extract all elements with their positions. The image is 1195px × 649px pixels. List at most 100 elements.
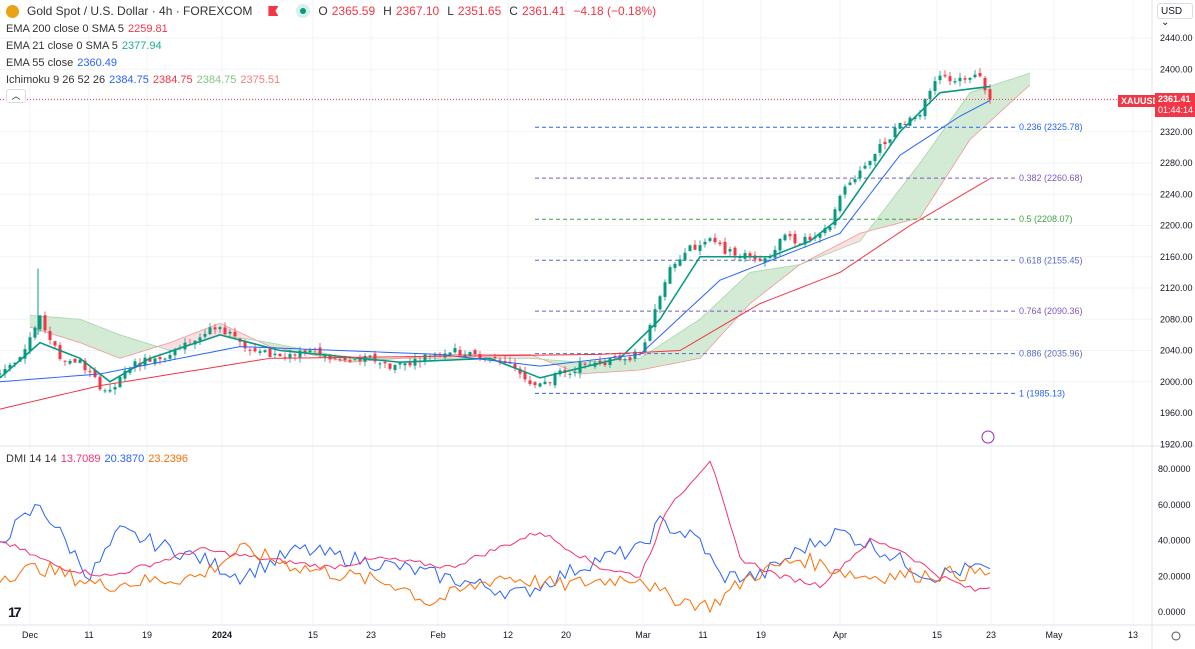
candle: [773, 249, 777, 258]
ichimoku-legend[interactable]: Ichimoku 9 26 52 26 2384.75 2384.75 2384.75…: [6, 74, 284, 86]
ichimoku-cloud: [60, 317, 65, 338]
candle: [838, 195, 842, 212]
candle: [933, 81, 937, 92]
ichimoku-cloud: [895, 189, 900, 225]
dmi-axis-label: 40.0000: [1158, 536, 1191, 546]
ichimoku-cloud: [760, 270, 765, 296]
ichimoku-cloud: [785, 266, 790, 277]
candle: [623, 359, 627, 361]
candle: [368, 355, 372, 357]
candle: [158, 357, 162, 360]
ichimoku-cloud: [820, 251, 825, 257]
price-axis-label: 2120.00: [1160, 283, 1193, 293]
candle: [878, 144, 882, 153]
candle: [723, 241, 727, 254]
candle: [953, 81, 957, 83]
candle: [543, 381, 547, 385]
candle: [968, 77, 972, 80]
dmi-axis-label: 60.0000: [1158, 500, 1191, 510]
candle: [843, 186, 847, 195]
candle: [973, 74, 977, 78]
candle: [263, 350, 267, 353]
price-axis-label: 1920.00: [1160, 439, 1193, 449]
ichimoku-cloud: [75, 318, 80, 343]
ichimoku-cloud: [105, 329, 110, 355]
ichimoku-lagging: 2384.75: [196, 74, 237, 86]
flag-icon[interactable]: [268, 6, 279, 16]
ichimoku-cloud: [910, 169, 915, 221]
low-value: 2351.65: [457, 4, 502, 18]
candle: [13, 362, 17, 365]
candle: [903, 124, 907, 126]
ema200-legend[interactable]: EMA 200 close 0 SMA 5 2259.81: [6, 23, 172, 35]
ema200-value: 2259.81: [128, 23, 168, 35]
close-value: 2361.41: [521, 4, 566, 18]
time-axis-label: 19: [142, 630, 152, 640]
gold-logo-icon: [6, 4, 19, 18]
last-price: 2361.41: [1158, 94, 1191, 104]
dmi-label: DMI 14 14: [6, 453, 57, 465]
candle: [433, 354, 437, 356]
ichimoku-cloud: [630, 358, 635, 371]
candle: [58, 345, 62, 360]
candle: [393, 364, 397, 371]
candle: [528, 380, 532, 384]
time-axis-label: 20: [561, 630, 571, 640]
symbol-title[interactable]: Gold Spot / U.S. Dollar · 4h · FOREXCOM: [27, 4, 253, 18]
candle: [303, 350, 307, 354]
candle: [708, 238, 712, 241]
settings-gear-icon[interactable]: [1171, 631, 1181, 641]
ema21-label: EMA 21 close 0 SMA 5: [6, 40, 118, 52]
candle: [323, 354, 327, 357]
candle: [53, 341, 57, 346]
candle: [698, 245, 702, 251]
time-axis-label: 15: [308, 630, 318, 640]
open-label: O: [318, 4, 328, 18]
ema55-line: [0, 100, 991, 383]
ichimoku-cloud: [920, 155, 925, 218]
fib-level-label: 0.382 (2260.68): [1019, 173, 1083, 183]
candle: [308, 350, 312, 353]
candle: [858, 170, 862, 179]
lightning-event-icon[interactable]: [981, 430, 995, 444]
time-axis-label: 2024: [212, 630, 232, 640]
candle: [498, 359, 502, 361]
ema21-legend[interactable]: EMA 21 close 0 SMA 5 2377.94: [6, 40, 166, 52]
ichimoku-cloud: [745, 272, 750, 310]
candle: [208, 327, 212, 335]
candle: [93, 369, 97, 377]
ichimoku-cloud: [740, 277, 745, 315]
ichimoku-cloud: [970, 91, 975, 140]
collapse-legend-button[interactable]: ︿: [6, 89, 26, 103]
candle: [273, 353, 277, 356]
dmi-legend[interactable]: DMI 14 14 13.7089 20.3870 23.2396: [6, 453, 192, 465]
candle: [233, 331, 237, 337]
ichimoku-cloud: [980, 87, 985, 131]
currency-select[interactable]: USD ⌄: [1157, 3, 1193, 28]
price-axis-label: 2240.00: [1160, 189, 1193, 199]
time-axis-label: 15: [932, 630, 942, 640]
candle: [358, 358, 362, 362]
ichimoku-cloud: [85, 321, 90, 347]
ichimoku-cloud: [770, 268, 775, 288]
candle: [613, 356, 617, 358]
ichimoku-cloud: [110, 330, 115, 357]
ema200-line: [0, 178, 991, 410]
ichimoku-cloud: [500, 354, 505, 359]
ichimoku-cloud: [175, 338, 180, 349]
tradingview-logo[interactable]: 17: [8, 604, 22, 620]
ichimoku-cloud: [840, 241, 845, 249]
price-axis-label: 2440.00: [1160, 33, 1193, 43]
price-axis-label: 1960.00: [1160, 408, 1193, 418]
candle: [668, 267, 672, 284]
ema55-legend[interactable]: EMA 55 close 2360.49: [6, 57, 121, 69]
ichimoku-label: Ichimoku 9 26 52 26: [6, 74, 106, 86]
ichimoku-cloud: [940, 127, 945, 187]
candle: [353, 359, 357, 361]
candle: [608, 358, 612, 366]
ichimoku-cloud: [905, 176, 910, 222]
candle: [258, 351, 262, 353]
candle: [673, 263, 677, 268]
candle: [123, 370, 127, 379]
